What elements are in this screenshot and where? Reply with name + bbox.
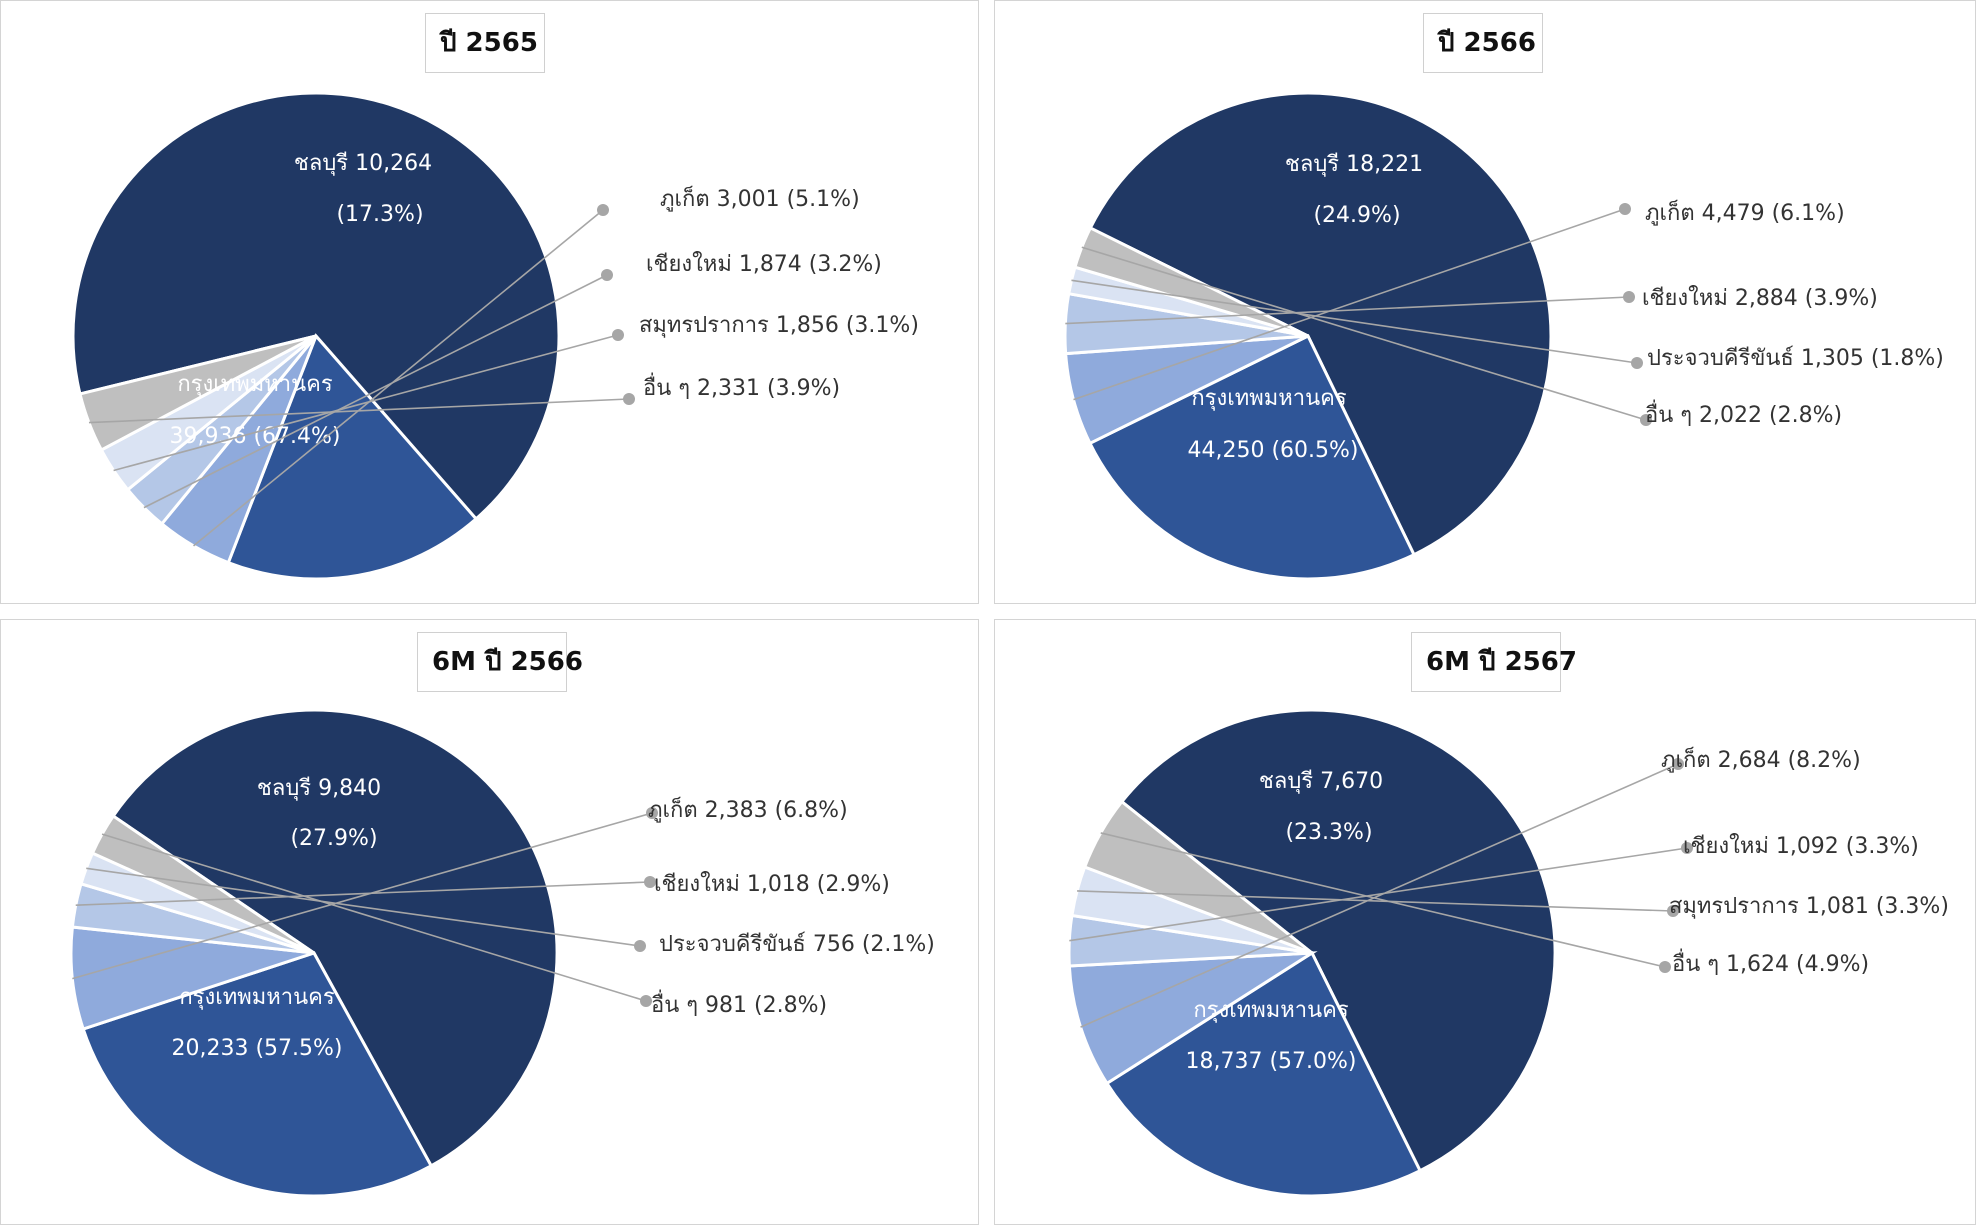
slice-callout-label: ภูเก็ต 2,684 (8.2%) xyxy=(1661,745,1861,773)
slice-value-label: (27.9%) xyxy=(290,826,377,851)
slice-value-label: 39,936 (67.4%) xyxy=(169,424,340,449)
leader-dot xyxy=(1659,961,1671,973)
leader-dot xyxy=(1640,414,1652,426)
leader-line xyxy=(1071,279,1638,364)
leader-dot xyxy=(646,807,658,819)
slice-label: กรุงเทพมหานคร xyxy=(1193,998,1349,1023)
leader-line xyxy=(1065,296,1630,325)
leader-line xyxy=(1069,847,1688,942)
leader-line xyxy=(1100,832,1666,968)
leader-line xyxy=(143,274,608,509)
leader-dot xyxy=(634,940,646,952)
chart-panel-6m-2567: กรุงเทพมหานคร 18,737 (57.0%) ชลบุรี 7,670 (… xyxy=(994,619,1976,1225)
slice-callout-label: อื่น ๆ 1,624 (4.9%) xyxy=(1672,948,1869,977)
chart-title: ปี 2566 xyxy=(1423,13,1543,73)
leader-line xyxy=(101,833,647,1002)
slice-callout-label: เชียงใหม่ 1,092 (3.3%) xyxy=(1683,833,1919,859)
slice-label: ชลบุรี 9,840 xyxy=(257,776,381,801)
leader-line xyxy=(113,334,619,472)
leader-line xyxy=(193,209,604,547)
pie-slice xyxy=(1082,799,1313,955)
slice-callout-label: อื่น ๆ 2,022 (2.8%) xyxy=(1645,399,1842,428)
leader-line xyxy=(1080,763,1679,1028)
slice-callout-label: เชียงใหม่ 1,874 (3.2%) xyxy=(646,251,882,277)
pie-slice xyxy=(81,951,434,1198)
chart-panel-2566: กรุงเทพมหานคร 44,250 (60.5%) ชลบุรี 18,221… xyxy=(994,0,1976,604)
slice-callout-label: เชียงใหม่ 2,884 (3.9%) xyxy=(1642,285,1878,311)
slice-label: ชลบุรี 18,221 xyxy=(1285,152,1423,177)
pie-slice xyxy=(1087,333,1416,581)
pie-slice xyxy=(111,708,559,1168)
chart-title: ปี 2565 xyxy=(425,13,545,73)
slice-callout-label: สมุทรปราการ 1,856 (3.1%) xyxy=(639,313,919,338)
leader-dot xyxy=(1631,357,1643,369)
pie-slice xyxy=(71,91,561,521)
leader-line xyxy=(1073,208,1626,401)
leader-line xyxy=(86,867,641,947)
leader-dot xyxy=(640,995,652,1007)
leader-dot xyxy=(1667,905,1679,917)
slice-value-label: 20,233 (57.5%) xyxy=(171,1036,342,1061)
pie-slice xyxy=(1088,91,1553,557)
slice-label: ชลบุรี 10,264 xyxy=(294,151,432,176)
slice-callout-label: ภูเก็ต 2,383 (6.8%) xyxy=(648,795,848,823)
slice-callout-label: สมุทรปราการ 1,081 (3.3%) xyxy=(1669,894,1949,919)
leader-dot xyxy=(601,269,613,281)
chart-title: 6M ปี 2567 xyxy=(1411,632,1577,692)
slice-label: กรุงเทพมหานคร xyxy=(1191,386,1347,411)
pie-slice xyxy=(1104,950,1423,1198)
slice-callout-label: ประจวบคีรีขันธ์ 756 (2.1%) xyxy=(659,932,935,957)
slice-callout-label: อื่น ๆ 2,331 (3.9%) xyxy=(643,372,840,401)
pie-chart-6m-2566: กรุงเทพมหานคร 20,233 (57.5%) ชลบุรี 9,840 (… xyxy=(69,708,935,1198)
leader-dot xyxy=(1619,203,1631,215)
leader-dot xyxy=(1672,758,1684,770)
pie-slice xyxy=(1119,708,1557,1173)
leader-line xyxy=(72,812,653,980)
leader-dot xyxy=(644,876,656,888)
slice-value-label: (17.3%) xyxy=(336,202,423,227)
slice-callout-label: ภูเก็ต 3,001 (5.1%) xyxy=(660,184,860,212)
chart-panel-6m-2566: กรุงเทพมหานคร 20,233 (57.5%) ชลบุรี 9,840 (… xyxy=(0,619,979,1225)
leader-dot xyxy=(597,204,609,216)
leader-line xyxy=(88,398,630,424)
leader-line xyxy=(1081,246,1647,421)
leader-line xyxy=(75,881,651,907)
slice-value-label: 18,737 (57.0%) xyxy=(1185,1049,1356,1074)
leader-dot xyxy=(1681,842,1693,854)
slice-callout-label: อื่น ๆ 981 (2.8%) xyxy=(651,989,827,1018)
slice-callout-label: เชียงใหม่ 1,018 (2.9%) xyxy=(654,871,890,897)
chart-title: 6M ปี 2566 xyxy=(417,632,583,692)
pie-chart-2566: กรุงเทพมหานคร 44,250 (60.5%) ชลบุรี 18,221… xyxy=(1063,91,1944,581)
slice-value-label: 44,250 (60.5%) xyxy=(1187,438,1358,463)
slice-value-label: (24.9%) xyxy=(1313,203,1400,228)
slice-label: กรุงเทพมหานคร xyxy=(177,372,333,397)
leader-dot xyxy=(623,393,635,405)
slice-callout-label: ภูเก็ต 4,479 (6.1%) xyxy=(1645,198,1845,226)
leader-dot xyxy=(612,329,624,341)
slice-value-label: (23.3%) xyxy=(1285,820,1372,845)
slice-label: ชลบุรี 7,670 xyxy=(1259,769,1383,794)
pie-slice xyxy=(226,333,479,581)
slice-label: กรุงเทพมหานคร xyxy=(179,985,335,1010)
chart-panel-2565: กรุงเทพมหานคร 39,936 (67.4%) ชลบุรี 10,264… xyxy=(0,0,979,604)
leader-dot xyxy=(1623,291,1635,303)
slice-callout-label: ประจวบคีรีขันธ์ 1,305 (1.8%) xyxy=(1647,346,1944,371)
pie-chart-2565: กรุงเทพมหานคร 39,936 (67.4%) ชลบุรี 10,264… xyxy=(71,91,919,581)
pie-chart-6m-2567: กรุงเทพมหานคร 18,737 (57.0%) ชลบุรี 7,670 (… xyxy=(1067,708,1949,1198)
leader-line xyxy=(1077,890,1674,912)
